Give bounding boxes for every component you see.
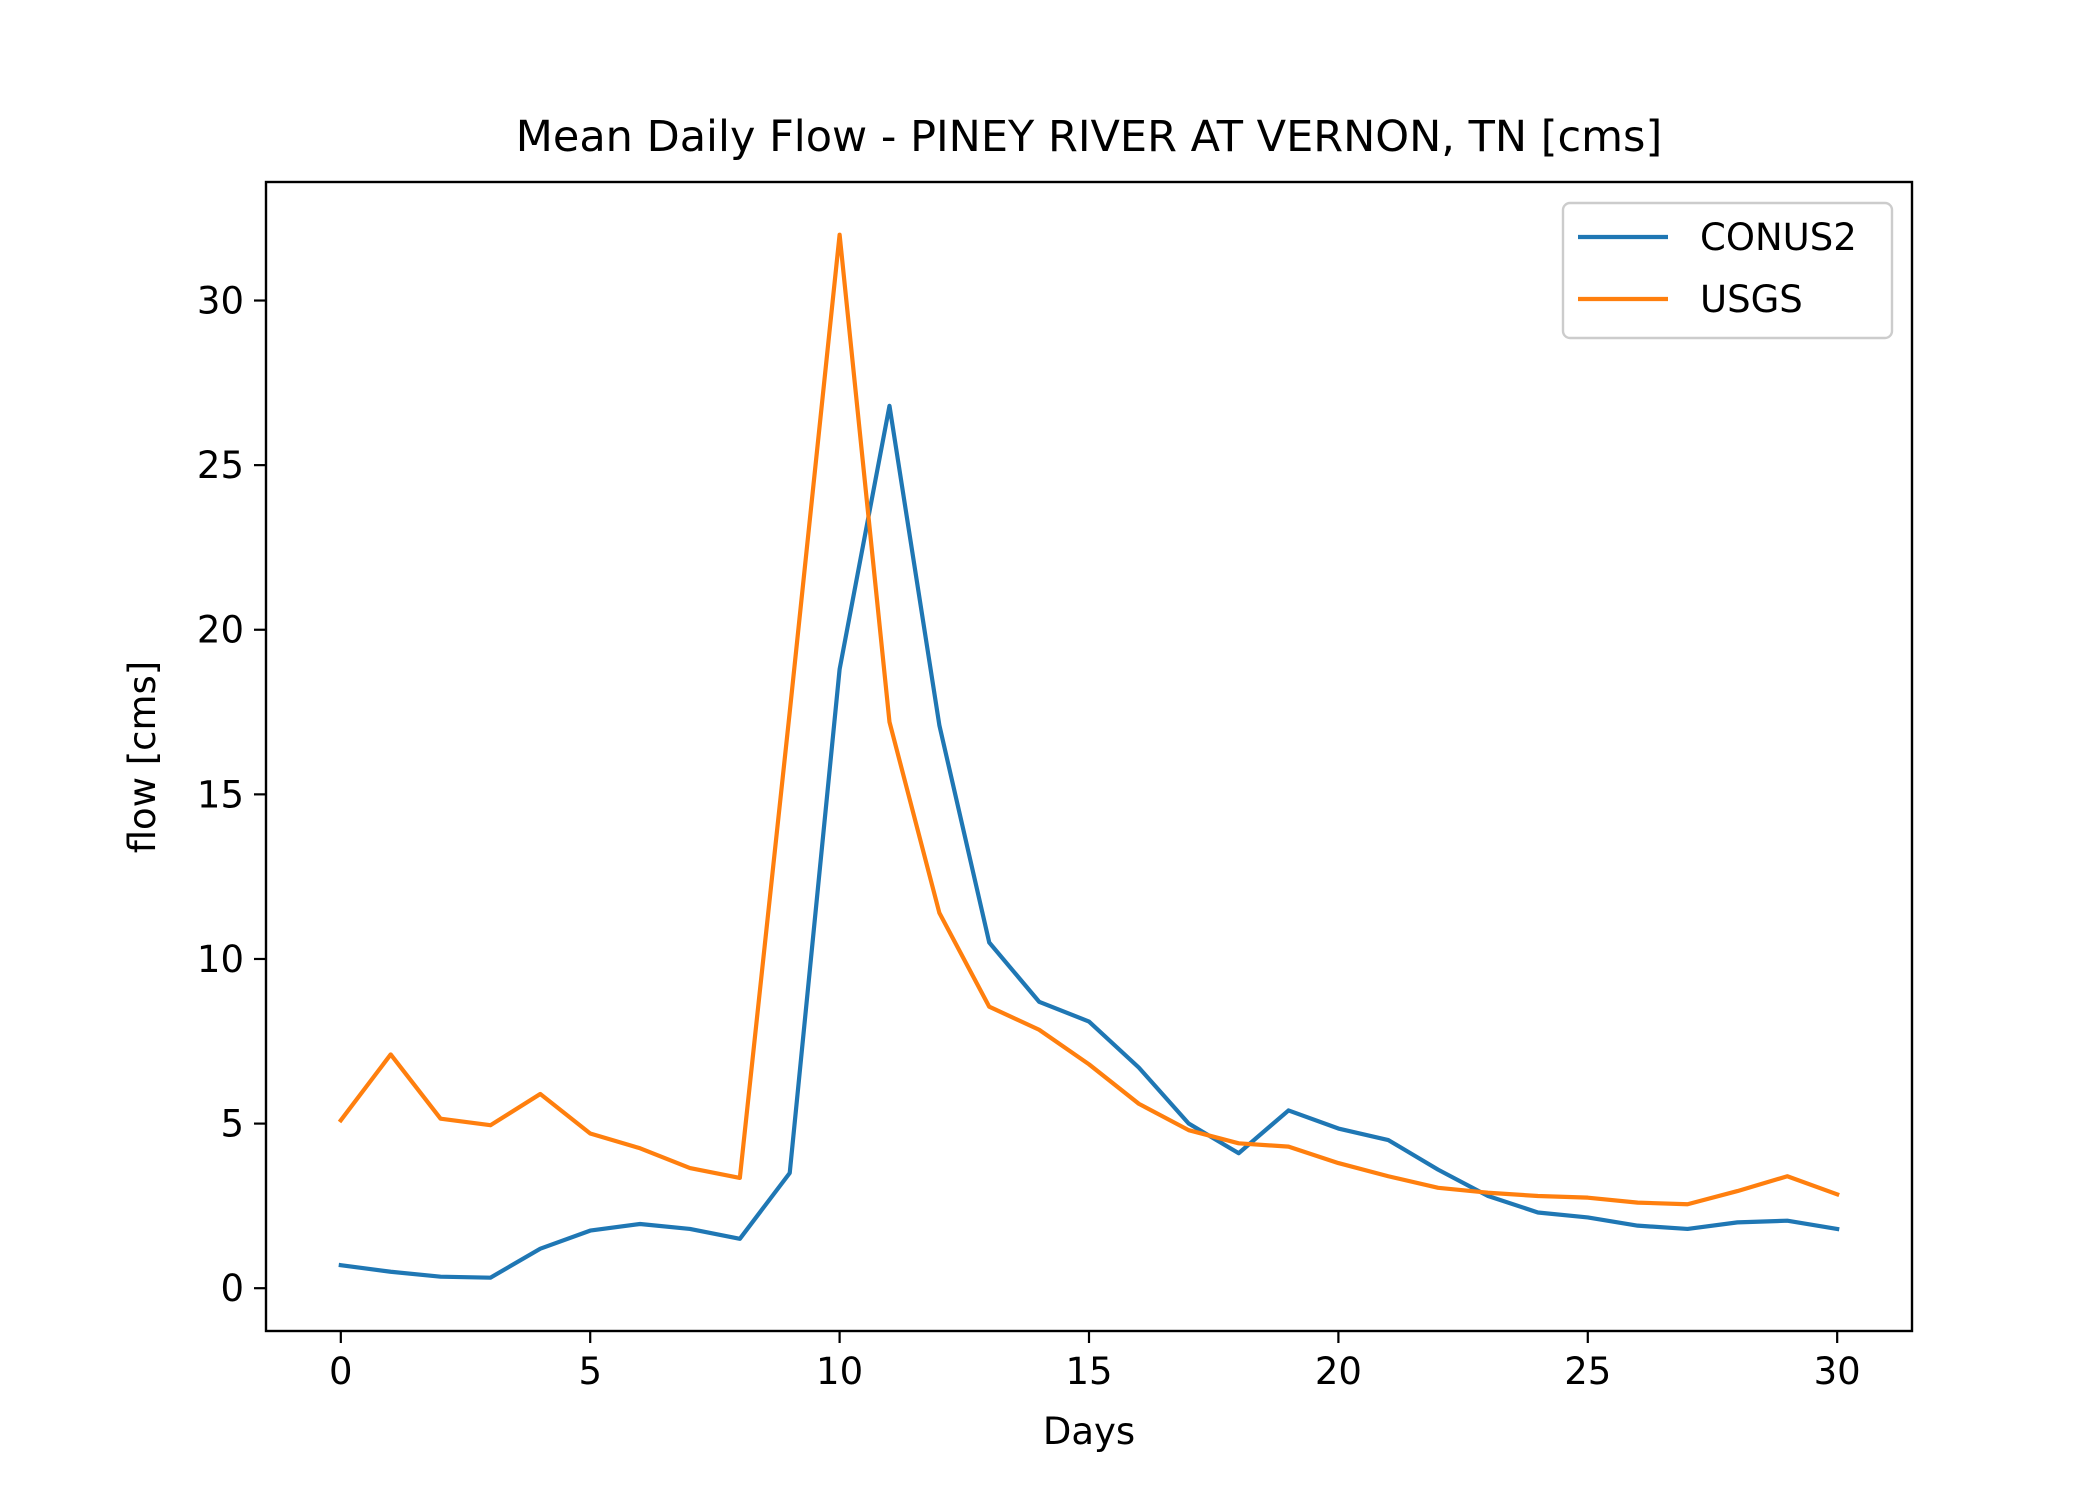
- legend-entries: CONUS2 USGS: [1578, 216, 1857, 321]
- legend-label-conus2: CONUS2: [1700, 216, 1857, 259]
- y-tick-label: 25: [197, 444, 244, 487]
- x-tick-label: 0: [329, 1350, 353, 1393]
- y-tick-label: 5: [220, 1103, 244, 1146]
- chart-title: Mean Daily Flow - PINEY RIVER AT VERNON,…: [516, 112, 1662, 162]
- series-line-usgs: [337, 232, 1840, 1207]
- series-line-conus2: [338, 403, 1840, 1280]
- y-tick-label: 15: [197, 773, 244, 816]
- y-tick-label: 20: [197, 609, 244, 652]
- x-tick-label: 25: [1564, 1350, 1611, 1393]
- x-tick-label: 30: [1814, 1350, 1861, 1393]
- x-tick-label: 10: [816, 1350, 863, 1393]
- y-tick-label: 10: [197, 938, 244, 981]
- series-layer: [337, 232, 1840, 1280]
- x-tick-label: 20: [1315, 1350, 1362, 1393]
- x-axis-label: Days: [1043, 1410, 1135, 1453]
- plot-frame: [264, 180, 1914, 1333]
- y-axis-label: flow [cms]: [121, 661, 164, 854]
- x-tick-label: 15: [1065, 1350, 1112, 1393]
- y-tick-label: 30: [197, 280, 244, 323]
- legend-label-usgs: USGS: [1700, 278, 1803, 321]
- legend: CONUS2 USGS: [1561, 201, 1894, 340]
- x-axis: 0 5 10 15 20 25 30: [329, 1331, 1861, 1393]
- x-tick-label: 5: [578, 1350, 602, 1393]
- y-tick-label: 0: [220, 1267, 244, 1310]
- plot-area: [264, 180, 1914, 1333]
- y-axis: 0 5 10 15 20 25 30: [197, 280, 266, 1310]
